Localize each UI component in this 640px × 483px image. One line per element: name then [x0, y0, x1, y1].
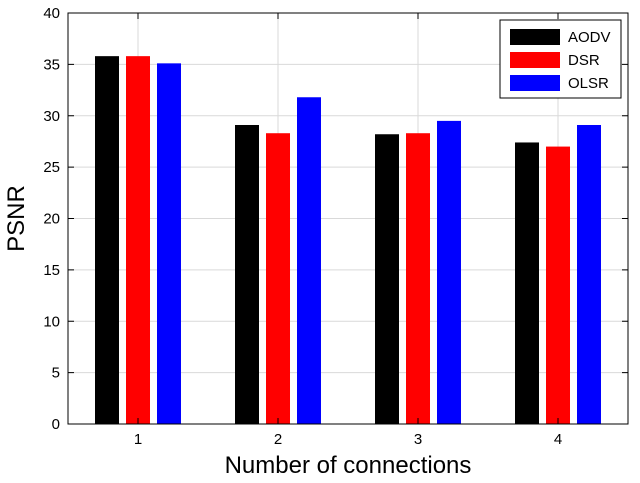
tick-labels: 0 5 10 15 20 25 30 35 40 1 2 3 4 — [43, 5, 562, 448]
legend-label-dsr: DSR — [568, 52, 600, 69]
y-tick-label: 5 — [52, 365, 60, 382]
y-tick-label: 10 — [43, 313, 60, 330]
bar-dsr-2 — [266, 133, 290, 424]
bar-aodv-4 — [515, 142, 539, 424]
bar-aodv-2 — [235, 124, 259, 424]
y-tick-label: 25 — [43, 159, 60, 176]
bar-dsr-3 — [406, 133, 430, 424]
bar-aodv-3 — [375, 134, 399, 424]
y-tick-label: 0 — [52, 416, 60, 433]
legend-label-aodv: AODV — [568, 29, 611, 46]
legend-label-olsr: OLSR — [568, 75, 609, 92]
bar-dsr-1 — [126, 56, 150, 424]
x-tick-label: 4 — [554, 431, 562, 448]
y-tick-label: 20 — [43, 211, 60, 228]
bar-olsr-1 — [157, 63, 181, 424]
y-axis-title: PSNR — [3, 185, 30, 252]
bars — [95, 56, 601, 424]
y-tick-label: 30 — [43, 108, 60, 125]
bar-olsr-3 — [437, 120, 461, 424]
x-axis-title: Number of connections — [225, 452, 472, 479]
bar-dsr-4 — [546, 146, 570, 424]
y-tick-label: 35 — [43, 56, 60, 73]
y-tick-label: 40 — [43, 5, 60, 22]
x-tick-label: 3 — [414, 431, 422, 448]
x-tick-label: 2 — [274, 431, 282, 448]
bar-aodv-1 — [95, 56, 119, 424]
legend-swatch-dsr — [510, 52, 560, 68]
y-tick-label: 15 — [43, 262, 60, 279]
x-tick-label: 1 — [134, 431, 142, 448]
bar-olsr-4 — [577, 124, 601, 424]
legend-swatch-olsr — [510, 75, 560, 91]
bar-olsr-2 — [297, 97, 321, 424]
legend: AODV DSR OLSR — [499, 19, 622, 99]
legend-swatch-aodv — [510, 29, 560, 45]
axis-ticks — [68, 12, 628, 425]
